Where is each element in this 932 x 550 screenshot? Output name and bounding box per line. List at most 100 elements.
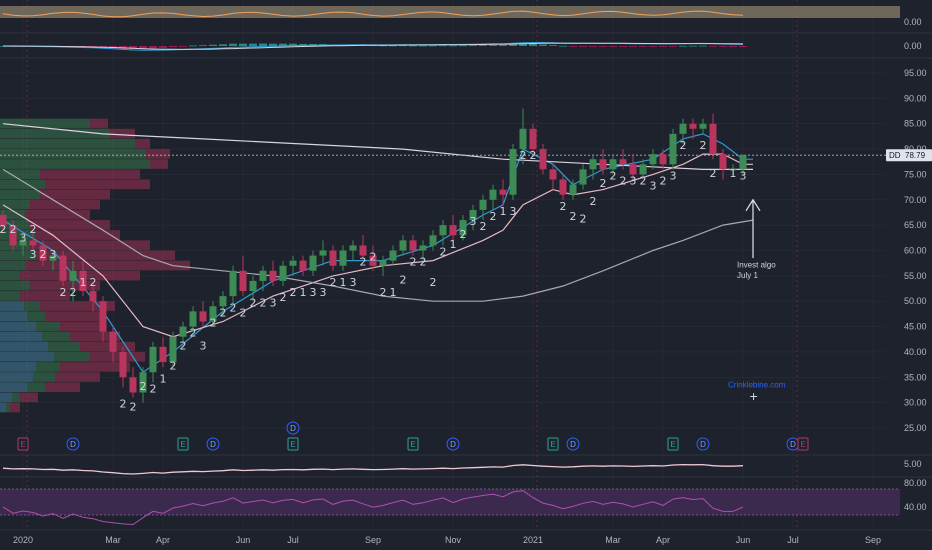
profile-bar-value-area (0, 382, 27, 392)
count-label: 2 (180, 339, 187, 352)
macd-hist-bar (659, 46, 667, 47)
candle-body (499, 189, 507, 195)
macd-hist-bar (679, 45, 687, 47)
count-label: 2 (0, 223, 7, 236)
events-row: E D E DDE E D E D E D D E (17, 421, 809, 451)
profile-bar-down (40, 301, 115, 311)
earnings-badge[interactable]: E (177, 437, 189, 451)
top-pane-axis-label: 0.00 (904, 17, 922, 27)
candle-body (639, 164, 647, 175)
profile-bar-down (80, 341, 135, 352)
profile-bar-value-area (0, 372, 33, 382)
dividend-badge[interactable]: D (446, 437, 460, 451)
ma-line-1 (2, 153, 753, 338)
profile-bar-up (0, 209, 25, 220)
profile-bar-down (40, 169, 140, 179)
price-tick-label: 85.00 (904, 119, 927, 129)
time-tick-label: Mar (105, 535, 121, 545)
count-label: 1 (730, 167, 737, 180)
profile-bar-value-area (0, 341, 48, 352)
price-tick-label: 95.00 (904, 68, 927, 78)
time-tick-label: Sep (865, 535, 881, 545)
earnings-badge[interactable]: E (667, 437, 679, 451)
earnings-badge[interactable]: E (797, 437, 809, 451)
profile-bar-down (40, 189, 110, 200)
count-label: 2 (210, 317, 217, 330)
candle-body (729, 169, 737, 171)
dividend-badge[interactable]: D (286, 421, 300, 435)
count-label: 2 (60, 286, 67, 299)
count-label: 2 (410, 256, 417, 269)
dividend-badge[interactable]: D (566, 437, 580, 451)
candle-body (179, 326, 187, 337)
top-indicator-pane: 0.00 (0, 6, 922, 27)
candle-body (99, 301, 107, 332)
macd-hist-bar (299, 43, 307, 46)
count-label: 2 (140, 380, 147, 393)
time-tick-label: 2020 (13, 535, 33, 545)
dividend-badge[interactable]: D (786, 437, 800, 451)
count-label: 2 (520, 149, 527, 162)
volume-profile (0, 118, 190, 413)
time-axis[interactable]: 2020 Mar Apr Jun Jul Sep Nov 2021 Mar Apr Jun Jul Se… (13, 535, 881, 545)
count-label: 3 (50, 248, 57, 261)
earnings-badge[interactable]: E (17, 437, 29, 451)
count-label: 2 (380, 286, 387, 299)
profile-bar-up (0, 260, 25, 271)
svg-text:D: D (700, 440, 706, 449)
dividend-badge[interactable]: D (206, 437, 220, 451)
macd-hist-bar (389, 45, 397, 47)
macd-hist-bar (179, 46, 187, 47)
macd-hist-bar (599, 46, 607, 47)
candle-body (739, 155, 747, 170)
profile-bar-down (25, 260, 190, 271)
macd-hist-bar (209, 44, 217, 46)
svg-text:E: E (290, 440, 295, 449)
macd-hist-bar (189, 45, 197, 47)
profile-bar-up (0, 138, 135, 149)
price-axis[interactable]: 95.00 90.00 85.00 80.00 75.00 70.00 65.00 60.00… (904, 68, 927, 433)
count-label: 1 (450, 238, 457, 251)
macd-hist-bar (379, 45, 387, 47)
profile-bar-up (0, 159, 150, 169)
candle-body (9, 225, 17, 246)
count-label: 2 (580, 213, 587, 226)
count-label: 2 (460, 228, 467, 241)
time-tick-label: 2021 (523, 535, 543, 545)
profile-bar-value-area (0, 321, 36, 332)
candle-body (409, 240, 417, 251)
profile-bar-down (90, 351, 145, 362)
candle-body (299, 260, 307, 271)
earnings-badge[interactable]: E (407, 437, 419, 451)
count-label: 2 (250, 296, 257, 309)
macd-hist-bar (499, 44, 507, 46)
candle-body (539, 149, 547, 170)
price-tick-label: 45.00 (904, 322, 927, 332)
profile-bar-up (0, 169, 40, 179)
count-label: 2 (260, 296, 267, 309)
profile-bar-down (60, 321, 100, 332)
candle-body (219, 296, 227, 307)
line-indicator-pane: 5.00 (2, 459, 922, 475)
earnings-badge[interactable]: E (547, 437, 559, 451)
price-tag-value: 78.79 (905, 151, 926, 160)
dividend-badge[interactable]: D (696, 437, 710, 451)
macd-hist-bar (719, 46, 727, 47)
rsi-upper-axis-label: 80.00 (904, 478, 927, 488)
profile-bar-down (110, 128, 135, 139)
dividend-badge[interactable]: D (66, 437, 80, 451)
macd-hist-bar (419, 45, 427, 47)
count-label: 2 (230, 301, 237, 314)
profile-bar-down (45, 382, 80, 392)
candle-body (89, 291, 97, 302)
count-label: 2 (480, 220, 487, 233)
profile-bar-down (45, 179, 150, 190)
annotation-line-1: Invest algo (737, 261, 776, 270)
profile-bar-value-area (0, 311, 27, 321)
candle-body (39, 245, 47, 261)
time-tick-label: Apr (156, 535, 170, 545)
earnings-badge[interactable]: E (287, 437, 299, 451)
count-label: 2 (70, 286, 77, 299)
